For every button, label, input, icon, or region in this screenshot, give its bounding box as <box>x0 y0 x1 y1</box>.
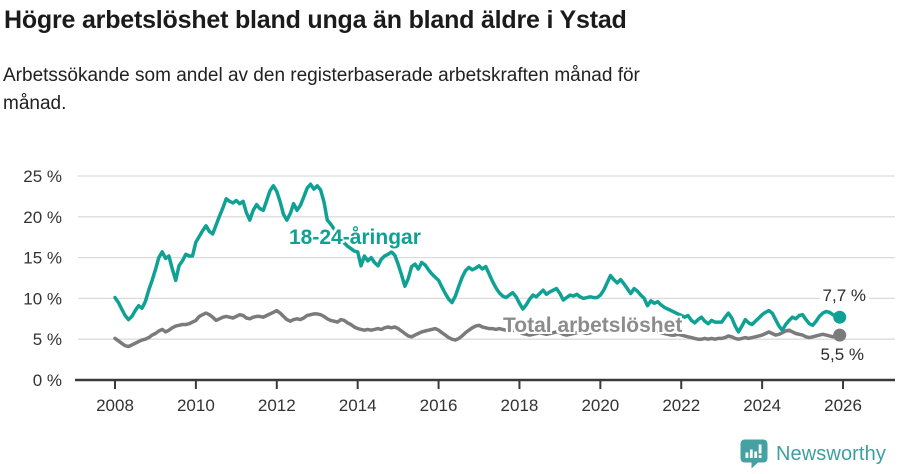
chart-subtitle: Arbetssökande som andel av den registerb… <box>3 65 640 114</box>
x-tick-label: 2022 <box>662 396 700 415</box>
y-tick-label: 20 % <box>23 208 62 227</box>
end-value-total: 5,5 % <box>817 344 867 366</box>
y-tick-label: 25 % <box>23 167 62 186</box>
x-tick-label: 2010 <box>177 396 215 415</box>
x-tick-label: 2014 <box>339 396 377 415</box>
series-label-total: Total arbetslöshet <box>503 314 683 337</box>
series-line-total <box>113 308 842 349</box>
series-end-dot-youth <box>833 310 847 324</box>
series-line-youth <box>113 182 842 334</box>
brand-name: Newsworthy <box>776 442 886 465</box>
brand-footer[interactable]: Newsworthy <box>740 439 886 469</box>
x-tick-label: 2018 <box>501 396 539 415</box>
y-tick-label: 5 % <box>33 330 62 349</box>
x-tick-label: 2020 <box>581 396 619 415</box>
x-tick-label: 2016 <box>420 396 458 415</box>
newsworthy-logo-icon <box>740 439 768 469</box>
end-value-youth: 7,7 % <box>819 285 869 307</box>
chart-title: Högre arbetslöshet bland unga än bland ä… <box>4 6 627 34</box>
y-tick-label: 10 % <box>23 289 62 308</box>
y-tick-label: 15 % <box>23 249 62 268</box>
x-tick-label: 2012 <box>258 396 296 415</box>
x-tick-label: 2008 <box>96 396 134 415</box>
y-tick-label: 0 % <box>33 371 62 390</box>
x-tick-label: 2024 <box>743 396 781 415</box>
series-end-dot-total <box>833 328 847 342</box>
x-tick-label: 2026 <box>824 396 862 415</box>
series-label-youth: 18-24-åringar <box>289 226 421 249</box>
